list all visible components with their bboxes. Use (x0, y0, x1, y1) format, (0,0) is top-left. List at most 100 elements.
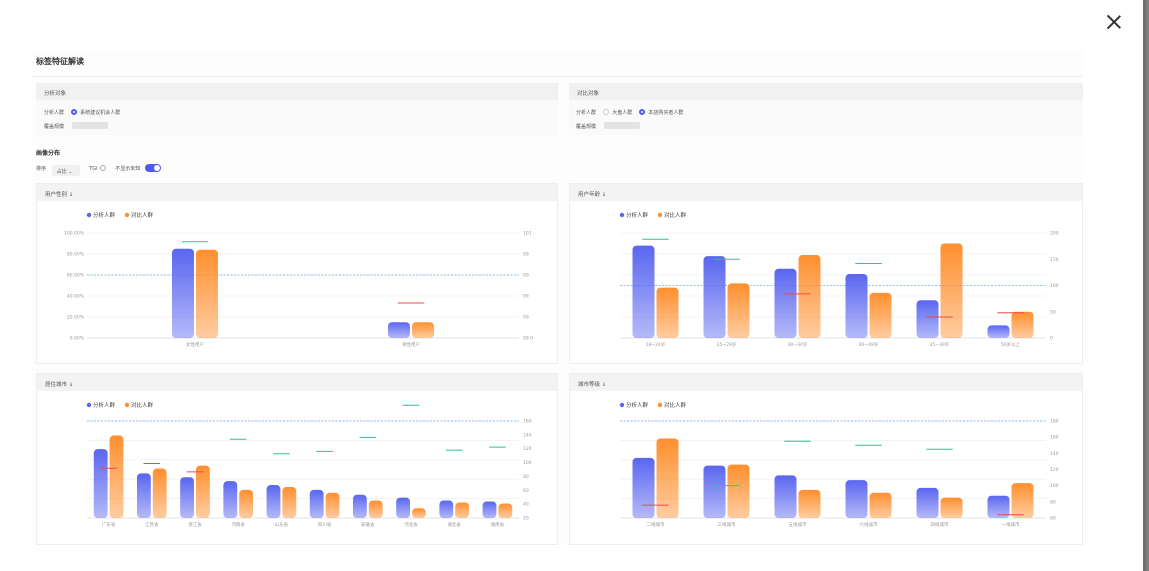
bar-analysis (172, 248, 194, 338)
bar-analysis (482, 501, 497, 518)
y2-tick-label: 60 (523, 488, 529, 494)
compare-crowd-row: 分析人群 大盘人群 本店购买者人群 (576, 109, 683, 116)
y2-tick-label: 140 (523, 432, 532, 438)
y-tick-label: 60.00% (67, 273, 85, 279)
x-tick-label: 30~34岁 (788, 341, 808, 348)
y2-tick-label: 180 (1050, 419, 1059, 425)
bar-compare (798, 489, 821, 518)
y2-tick-label: 40 (523, 502, 529, 508)
legend-label-compare: 对比人群 (664, 211, 687, 219)
bar-compare (656, 438, 679, 518)
y-tick-label: 80.00% (67, 252, 85, 258)
legend-swatch-analysis (86, 212, 92, 218)
legend-label-analysis: 分析人群 (626, 401, 649, 409)
info-icon[interactable] (99, 165, 106, 171)
compare-option-1-label: 大盘人群 (612, 110, 633, 116)
analysis-crowd-radio[interactable] (70, 109, 77, 115)
close-icon[interactable] (1105, 13, 1123, 31)
bar-compare (412, 508, 426, 518)
bar-compare (798, 255, 821, 338)
bar-compare (196, 249, 218, 338)
bar-analysis (916, 300, 939, 338)
bar-analysis (266, 485, 281, 518)
sort-select[interactable]: 占比 ⌄ (51, 165, 80, 176)
y2-tick-label: 150 (1050, 257, 1059, 263)
y2-tick-label: 99 (523, 273, 529, 279)
x-tick-label: 二线城市 (647, 521, 665, 528)
bar-compare (940, 497, 963, 518)
analysis-crowd-label: 分析人群 (44, 110, 65, 116)
compare-scale-row: 覆盖规模 (576, 122, 640, 130)
legend-swatch-compare (657, 212, 663, 218)
chart-title[interactable]: 用户性别 ↓ (37, 184, 557, 201)
y2-tick-label: 0 (1050, 336, 1053, 342)
legend-swatch-analysis (619, 212, 625, 218)
chart-legend: 分析人群 对比人群 (86, 211, 154, 219)
x-tick-label: 浙江省 (188, 521, 202, 528)
analysis-crowd-value: 系统建议机会人群 (80, 110, 121, 116)
bar-compare (656, 287, 679, 338)
y2-tick-label: 120 (1050, 467, 1059, 473)
x-tick-label: 35~39岁 (930, 341, 950, 348)
bar-compare (282, 486, 297, 518)
x-tick-label: 六线城市 (860, 521, 878, 528)
bar-analysis (703, 465, 726, 518)
legend-label-analysis: 分析人群 (626, 211, 649, 219)
chart-title[interactable]: 居住城市 ↓ (37, 374, 557, 391)
compare-option-2-radio[interactable] (638, 109, 645, 115)
bar-compare (1011, 483, 1034, 518)
bar-compare (498, 503, 513, 518)
analysis-scale-row: 覆盖规模 (44, 122, 108, 130)
bar-compare (152, 468, 167, 518)
x-tick-label: 女性用户 (186, 341, 204, 348)
legend-label-compare: 对比人群 (664, 401, 687, 409)
y-tick-label: 20.00% (67, 315, 85, 321)
y-tick-label: 100.00% (64, 231, 85, 237)
analysis-crowd-row: 分析人群 系统建议机会人群 (44, 109, 120, 116)
chart-card-city: 居住城市 ↓ 分析人群 对比人群 20 40 60 80 100 120 140 160 广东省 江苏… (36, 373, 558, 545)
bar-compare (196, 465, 210, 518)
chart-title[interactable]: 用户年龄 ↓ (570, 184, 1082, 201)
y2-tick-label: 80 (1050, 499, 1056, 505)
bar-analysis (845, 273, 868, 338)
y2-tick-label: 99 (523, 315, 529, 321)
divider (32, 76, 1083, 77)
y2-tick-label: 99 (523, 252, 529, 258)
bar-analysis (439, 500, 454, 518)
chart-legend: 分析人群 对比人群 (619, 401, 687, 409)
x-tick-label: 四线城市 (931, 521, 949, 528)
y2-tick-label: 100 (1050, 283, 1059, 289)
chart-title[interactable]: 城市等级 ↓ (570, 374, 1082, 391)
hide-unknown-toggle[interactable] (144, 164, 161, 172)
chart-card-city-level: 城市等级 ↓ 分析人群 对比人群 60 80 100 120 140 160 180 二线城市 三线… (569, 373, 1083, 545)
legend-swatch-analysis (86, 402, 92, 408)
y2-tick-label: 99.0 (523, 336, 533, 342)
x-tick-label: 五线城市 (789, 521, 807, 528)
legend-label-compare: 对比人群 (131, 211, 154, 219)
legend-label-analysis: 分析人群 (93, 401, 116, 409)
bar-analysis (632, 245, 655, 338)
bar-compare (109, 435, 124, 518)
chart-svg: 分析人群 对比人群 0 50 100 150 200 18~24岁 25~29岁 30~34岁 40… (619, 211, 1059, 348)
x-tick-label: 湖北省 (447, 521, 461, 528)
x-tick-label: 一线城市 (1002, 521, 1020, 528)
legend-label-compare: 对比人群 (131, 401, 154, 409)
bar-compare (869, 292, 892, 338)
bar-analysis (916, 487, 939, 518)
bar-analysis (352, 494, 367, 518)
y2-tick-label: 80 (523, 474, 529, 480)
compare-panel-header: 对比对象 (569, 83, 1083, 100)
y-tick-label: 0.00% (70, 336, 85, 342)
legend-swatch-compare (124, 212, 130, 218)
x-tick-label: 河南省 (231, 521, 245, 528)
legend-label-analysis: 分析人群 (93, 211, 116, 219)
analysis-scale-label: 覆盖规模 (44, 124, 65, 130)
filter-bar: 排序 占比 ⌄ TGI 不显示未知 (36, 164, 161, 176)
chart-svg: 分析人群 对比人群 0.00% 20.00% 40.00% 60.00% 80.00% 100… (64, 211, 533, 348)
bar-analysis (223, 481, 238, 518)
sort-select-value: 占比 (56, 169, 67, 175)
bar-compare (1011, 311, 1034, 338)
compare-option-1-radio[interactable] (602, 109, 609, 115)
content-area: 标签特征解读 分析对象 分析人群 系统建议机会人群 覆盖规模 对比对象 分析人群… (32, 50, 1083, 545)
